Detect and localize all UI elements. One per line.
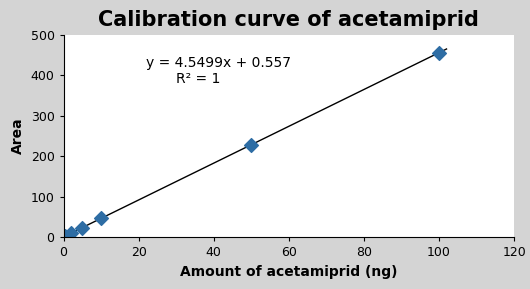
Text: R² = 1: R² = 1 xyxy=(176,72,220,86)
Point xyxy=(247,142,255,147)
Point xyxy=(61,234,70,238)
Point xyxy=(435,50,443,55)
X-axis label: Amount of acetamiprid (ng): Amount of acetamiprid (ng) xyxy=(180,264,398,279)
Point xyxy=(97,216,105,221)
Title: Calibration curve of acetamiprid: Calibration curve of acetamiprid xyxy=(99,10,479,30)
Point xyxy=(78,225,86,230)
Y-axis label: Area: Area xyxy=(11,118,25,154)
Point xyxy=(67,231,75,235)
Text: y = 4.5499x + 0.557: y = 4.5499x + 0.557 xyxy=(146,56,291,70)
